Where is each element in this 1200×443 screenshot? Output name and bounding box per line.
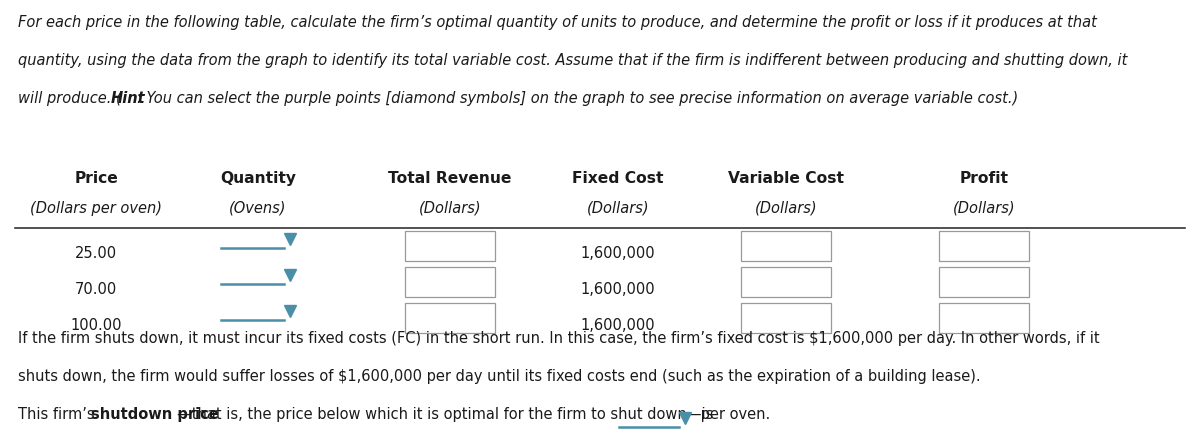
Text: 1,600,000: 1,600,000 [581,319,655,334]
Text: (Dollars per oven): (Dollars per oven) [30,201,162,216]
Text: Hint: Hint [110,91,145,106]
Text: 100.00: 100.00 [71,319,121,334]
Text: (Dollars): (Dollars) [953,201,1015,216]
Bar [940,232,1030,261]
Text: Price: Price [74,171,118,186]
Text: 25.00: 25.00 [74,246,118,261]
Text: per oven.: per oven. [696,407,770,422]
Text: (Dollars): (Dollars) [419,201,481,216]
Text: (Dollars): (Dollars) [587,201,649,216]
Bar [406,268,496,298]
Text: shuts down, the firm would suffer losses of $1,600,000 per day until its fixed c: shuts down, the firm would suffer losses… [18,369,980,384]
Bar [742,232,830,261]
Bar [742,303,830,334]
Text: This firm’s: This firm’s [18,407,100,422]
Text: 1,600,000: 1,600,000 [581,246,655,261]
Bar [406,232,496,261]
Text: quantity, using the data from the graph to identify its total variable cost. Ass: quantity, using the data from the graph … [18,53,1127,68]
Text: For each price in the following table, calculate the firm’s optimal quantity of : For each price in the following table, c… [18,15,1097,30]
Text: (Dollars): (Dollars) [755,201,817,216]
Bar [940,303,1030,334]
Text: will produce. (: will produce. ( [18,91,121,106]
Text: Profit: Profit [960,171,1008,186]
Bar [742,268,830,298]
Text: Variable Cost: Variable Cost [728,171,844,186]
Bar [406,303,496,334]
Text: (Ovens): (Ovens) [229,201,287,216]
Text: Fixed Cost: Fixed Cost [572,171,664,186]
Text: : You can select the purple points [diamond symbols] on the graph to see precise: : You can select the purple points [diam… [137,91,1019,106]
Text: Total Revenue: Total Revenue [389,171,511,186]
Text: 1,600,000: 1,600,000 [581,283,655,298]
Text: shutdown price: shutdown price [91,407,218,422]
Text: —that is, the price below which it is optimal for the firm to shut down—is: —that is, the price below which it is op… [176,407,713,422]
Text: If the firm shuts down, it must incur its fixed costs (FC) in the short run. In : If the firm shuts down, it must incur it… [18,331,1099,346]
Text: 70.00: 70.00 [74,283,118,298]
Bar [940,268,1030,298]
Text: Quantity: Quantity [220,171,296,186]
